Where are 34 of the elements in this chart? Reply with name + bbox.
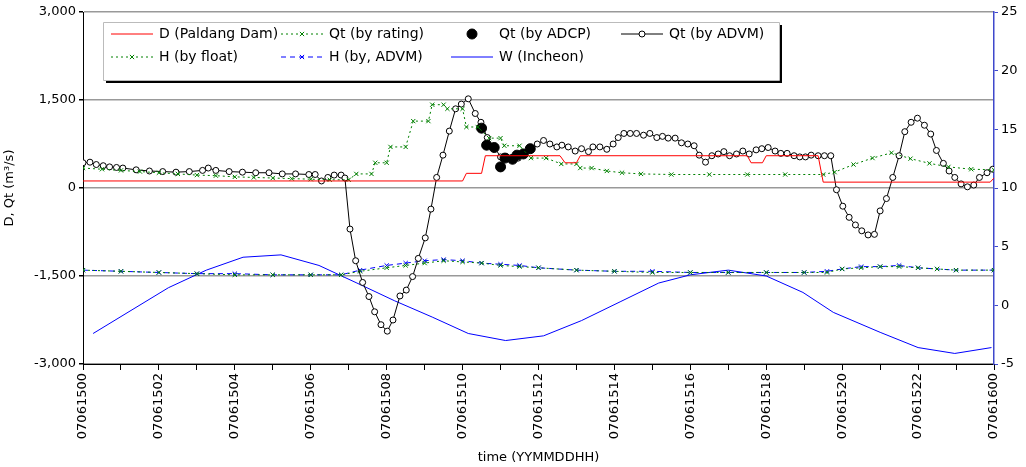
x-tick-label: 07061506: [302, 373, 318, 440]
legend-label: H (by, ADVM): [329, 47, 423, 64]
y-tick-label: 0: [67, 179, 76, 195]
y2-tick-label: 25: [1001, 3, 1018, 19]
x-tick-label: 07061512: [529, 373, 545, 440]
legend-label: W (Incheon): [499, 47, 584, 64]
x-tick-label: 07061518: [757, 373, 773, 440]
legend-label: Qt (by rating): [329, 24, 424, 41]
legend-label: D (Paldang Dam): [159, 24, 279, 41]
x-axis-title: time (YYMMDDHH): [477, 448, 600, 464]
x-tick-label: 07061502: [150, 373, 166, 440]
x-tick-label: 07061504: [226, 373, 242, 440]
y-tick-label: 1,500: [38, 91, 76, 107]
y-tick-label: 3,000: [38, 3, 76, 19]
y2-tick-label: 0: [1001, 296, 1010, 312]
y2-tick-label: 20: [1001, 62, 1018, 78]
x-tick-label: 07061516: [681, 373, 697, 440]
x-tick-label: 07061500: [74, 373, 90, 440]
x-tick-label: 07061520: [833, 373, 849, 440]
x-tick-label: 07061510: [453, 373, 469, 440]
y2-tick-label: 5: [1001, 238, 1010, 254]
y-tick-label: -3,000: [34, 355, 76, 371]
y2-tick-label: 15: [1001, 120, 1018, 136]
x-tick-label: 07061522: [909, 373, 925, 440]
legend-label: Qt (by ADCP): [499, 24, 592, 41]
y2-tick-label: 10: [1001, 179, 1018, 195]
x-tick-label: 07061600: [985, 373, 1001, 440]
legend-label: Qt (by ADVM): [669, 24, 765, 41]
legend-label: H (by float): [159, 47, 238, 64]
x-tick-label: 07061508: [378, 373, 394, 440]
y-tick-label: -1,500: [34, 267, 76, 283]
y2-tick-label: -5: [1001, 355, 1014, 371]
x-tick-label: 07061514: [605, 373, 621, 440]
y-axis-title: D, Qt (m³/s): [1, 149, 17, 227]
